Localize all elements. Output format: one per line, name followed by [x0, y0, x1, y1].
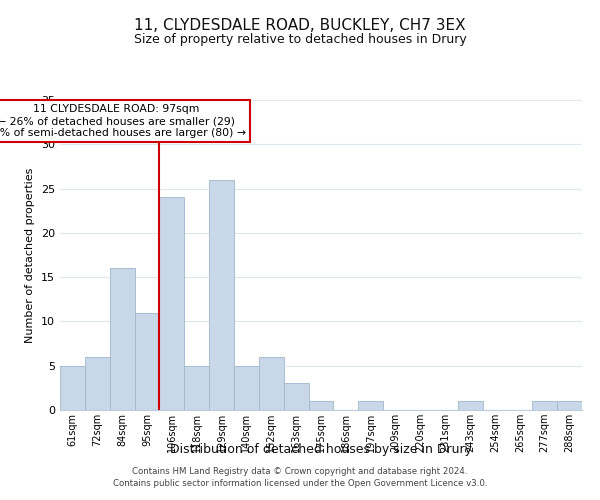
Bar	[458, 401, 482, 410]
Bar	[308, 401, 334, 410]
Bar	[284, 384, 308, 410]
Text: 11 CLYDESDALE ROAD: 97sqm
← 26% of detached houses are smaller (29)
73% of semi-: 11 CLYDESDALE ROAD: 97sqm ← 26% of detac…	[0, 104, 246, 138]
Bar	[259, 357, 284, 410]
Bar	[134, 312, 160, 410]
Text: 11, CLYDESDALE ROAD, BUCKLEY, CH7 3EX: 11, CLYDESDALE ROAD, BUCKLEY, CH7 3EX	[134, 18, 466, 32]
Bar	[532, 401, 557, 410]
Bar	[184, 366, 209, 410]
Bar	[557, 401, 582, 410]
Text: Distribution of detached houses by size in Drury: Distribution of detached houses by size …	[170, 442, 472, 456]
Bar	[160, 198, 184, 410]
Text: Size of property relative to detached houses in Drury: Size of property relative to detached ho…	[134, 32, 466, 46]
Bar	[85, 357, 110, 410]
Bar	[358, 401, 383, 410]
Bar	[234, 366, 259, 410]
Bar	[209, 180, 234, 410]
Text: Contains HM Land Registry data © Crown copyright and database right 2024.
Contai: Contains HM Land Registry data © Crown c…	[113, 466, 487, 487]
Bar	[110, 268, 134, 410]
Y-axis label: Number of detached properties: Number of detached properties	[25, 168, 35, 342]
Bar	[60, 366, 85, 410]
